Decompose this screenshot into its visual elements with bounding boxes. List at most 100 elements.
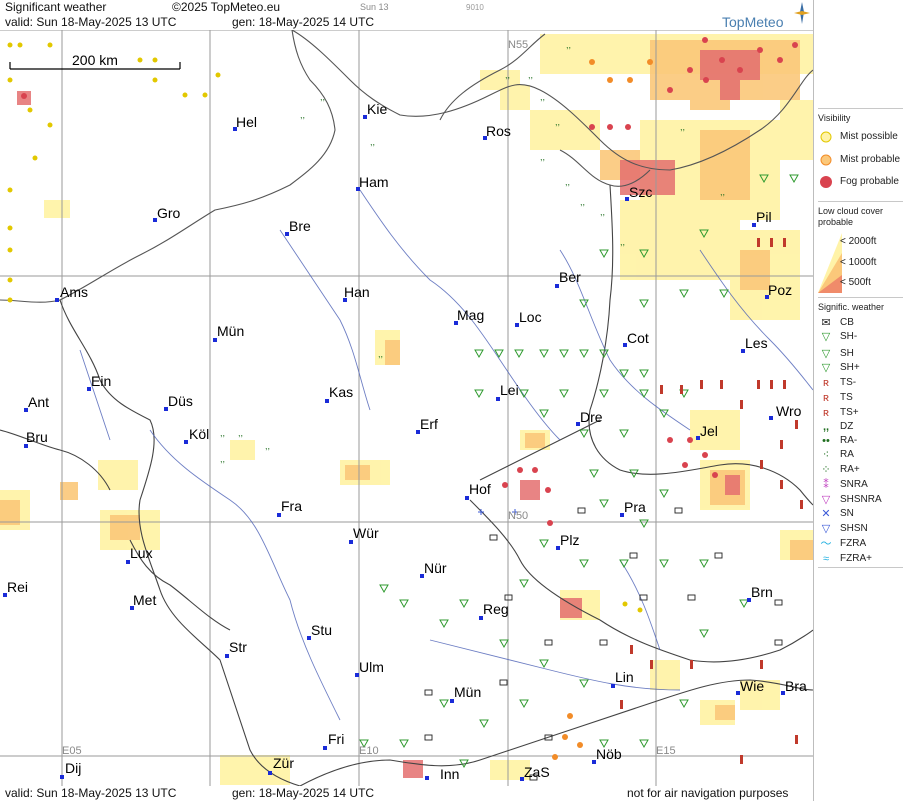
thunderstorm-heavy-icon: ʀ [823,407,829,419]
city-label-dre: Dre [580,409,603,425]
svg-text:,,: ,, [265,441,270,451]
lat-label-n55: N55 [508,39,529,51]
city-label-hel: Hel [236,114,258,130]
code-label: 9010 [466,3,484,12]
legend-label: < 500ft [840,277,871,288]
map-canvas: ,,,,,, ,,,,,, ,,,,,, ,,,,,, ,,,,,, ,,,,,… [0,29,813,787]
legend-fzra: 〜 FZRA [814,537,904,551]
navigation-notice: not for air navigation purposes [627,786,789,800]
city-dot [420,574,424,578]
city-dot [343,298,347,302]
snow-icon: ✕ [821,508,831,520]
city-dot [781,691,785,695]
sigwx-title: Signific. weather [818,302,885,312]
svg-text:,,: ,, [555,117,560,127]
legend-label: Fog probable [840,176,899,187]
legend-panel: Visibility Mist possible Mist probable F… [813,0,904,801]
svg-text:,,: ,, [680,122,685,132]
city-dot [363,115,367,119]
city-dot [556,546,560,550]
city-label-inn: Inn [440,766,460,782]
svg-text:,,: ,, [580,197,585,207]
generated-time: gen: 18-May-2025 14 UTC [232,15,375,29]
city-label-erf: Erf [420,416,438,432]
city-dot [520,777,524,781]
city-label-dij: Dij [65,760,82,776]
legend-label: SNRA [840,479,868,490]
city-label-kie: Kie [367,101,388,117]
product-title: Significant weather [5,0,107,14]
svg-text:,,: ,, [238,428,243,438]
scale-bar-label: 200 km [72,52,118,68]
city-label-met: Met [133,592,157,608]
svg-text:,,: ,, [620,237,625,247]
day-tab: Sun 13 [360,2,389,12]
legend-label: RA [840,449,854,460]
city-dot [60,775,64,779]
city-dot [153,218,157,222]
legend-label: TS- [840,377,857,388]
city-label-zas: ZaS [524,764,550,780]
city-label-poz: Poz [768,282,793,298]
mist-possible-icon [818,130,834,144]
city-label-kol: Köl [189,426,210,442]
svg-text:,,: ,, [540,152,545,162]
city-label-cot: Cot [627,330,649,346]
legend-divider [818,567,903,568]
legend-sh-plus: ▽ SH+ [814,361,904,375]
thunderstorm-light-icon: ʀ [823,377,829,389]
city-dot [87,387,91,391]
city-dot [620,513,624,517]
city-label-pra: Pra [624,499,646,515]
compass-icon [794,2,810,24]
city-label-ber: Ber [559,269,581,285]
legend-divider [818,297,903,298]
legend-label: CB [840,317,854,328]
legend-label: SHSNRA [840,494,882,505]
svg-text:,,: ,, [720,187,725,197]
city-dot [555,284,559,288]
svg-text:,,: ,, [220,428,225,438]
city-dot [285,232,289,236]
legend-label: FZRA [840,538,867,549]
city-label-plz: Plz [560,532,580,548]
lon-label-e05: E05 [62,745,82,757]
city-dot [425,776,429,780]
city-dot [769,416,773,420]
city-dot [623,343,627,347]
city-label-wur: Wür [353,525,379,541]
legend-cloud-1000: < 1000ft [814,256,904,270]
city-label-lei: Lei [500,382,519,398]
city-label-loc: Loc [519,309,542,325]
weather-map[interactable]: ,,,,,, ,,,,,, ,,,,,, ,,,,,, ,,,,,, ,,,,,… [0,0,813,801]
city-dot [355,673,359,677]
city-dot [213,338,217,342]
city-label-rei: Rei [7,579,29,595]
city-label-bru: Bru [26,429,48,445]
city-dot [592,760,596,764]
snow-symbols [478,509,518,515]
drizzle-symbols: ,,,,,, ,,,,,, ,,,,,, ,,,,,, ,,,,,, ,,,,,… [220,40,725,464]
fog-dots [21,37,798,526]
legend-label: < 1000ft [840,257,877,268]
city-dot [24,444,28,448]
city-dot [126,560,130,564]
city-label-lux: Lux [130,545,153,561]
legend-cloud-500: < 500ft [814,276,904,290]
valid-time: valid: Sun 18-May-2025 13 UTC [5,15,177,29]
city-label-szc: Szc [629,184,653,200]
city-label-ant: Ant [28,394,50,410]
city-label-nob: Nöb [596,746,622,762]
svg-text:,,: ,, [540,92,545,102]
header-line-1: Significant weather ©2025 TopMeteo.eu Su… [0,0,813,15]
borders [0,184,813,787]
legend-dz: ,, DZ [814,420,904,434]
svg-text:,,: ,, [528,70,533,80]
topmeteo-logo: TopMeteo [722,2,810,30]
scale-bar [9,62,181,70]
legend-ts-minus: ʀ TS- [814,376,904,390]
shower-snow-rain-icon: ▽ [821,494,831,506]
legend-label: < 2000ft [840,236,877,247]
legend-ts-plus: ʀ TS+ [814,406,904,420]
city-label-kas: Kas [329,384,354,400]
